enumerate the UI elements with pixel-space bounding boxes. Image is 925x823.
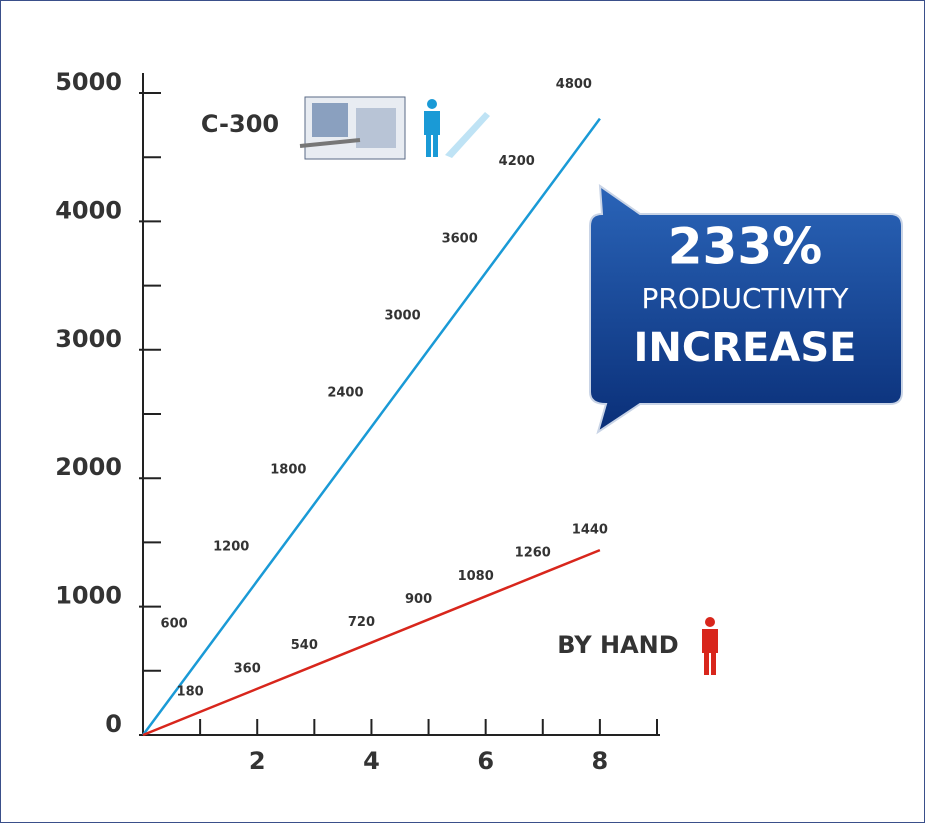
x-tick-label: 4: [363, 747, 380, 775]
value-label: 4800: [556, 77, 592, 92]
value-label: 3000: [384, 308, 420, 323]
value-label: 1440: [572, 523, 608, 538]
y-tick-label: 4000: [55, 196, 122, 224]
value-label: 1800: [270, 462, 306, 477]
callout-line1: PRODUCTIVITY: [642, 282, 850, 315]
value-label: 1200: [213, 539, 249, 554]
machine-icon: [299, 96, 490, 160]
callout-line2: INCREASE: [634, 325, 857, 371]
value-label: 540: [291, 638, 318, 653]
value-label: 4200: [499, 154, 535, 169]
series-line: [141, 117, 601, 736]
value-label: 600: [161, 616, 188, 631]
y-tick-label: 0: [105, 710, 122, 738]
y-tick-label: 2000: [55, 453, 122, 481]
value-label: 900: [405, 592, 432, 607]
legend-label: BY HAND: [557, 631, 678, 659]
x-tick-label: 2: [249, 747, 266, 775]
legend-label: C-300: [201, 110, 279, 138]
value-label: 360: [234, 661, 261, 676]
value-label: 1080: [458, 569, 494, 584]
value-label: 180: [177, 684, 204, 699]
series-line: [142, 548, 601, 737]
value-label: 2400: [327, 385, 363, 400]
value-label: 720: [348, 615, 375, 630]
value-label: 3600: [442, 231, 478, 246]
y-tick-label: 1000: [55, 582, 122, 610]
callout-percent: 233%: [668, 218, 822, 276]
x-tick-label: 8: [592, 747, 609, 775]
callout: 233% PRODUCTIVITY INCREASE: [589, 183, 903, 435]
y-tick-label: 3000: [55, 325, 122, 353]
y-tick-label: 5000: [55, 68, 122, 96]
x-tick-label: 6: [477, 747, 494, 775]
value-label: 1260: [515, 546, 551, 561]
hand-icon: [702, 617, 718, 675]
